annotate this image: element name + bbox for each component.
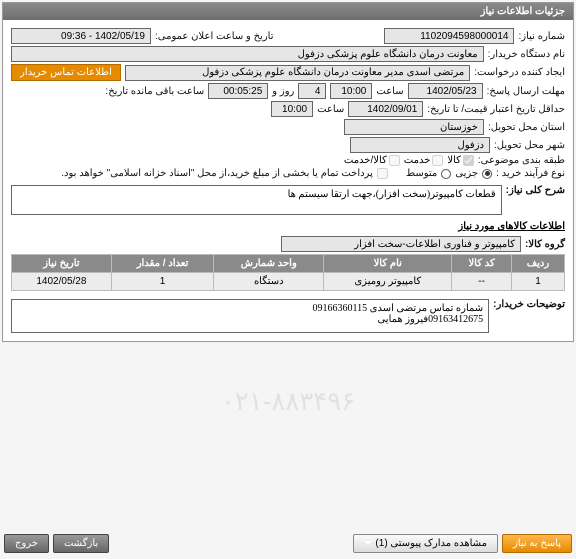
need-number-label: شماره نیاز: (518, 31, 565, 42)
checkbox-kala[interactable]: کالا (447, 155, 474, 166)
deadline-date-value: 1402/05/23 (408, 83, 483, 99)
back-button[interactable]: بازگشت (53, 534, 109, 553)
days-value: 4 (298, 83, 326, 99)
th-row: ردیف (511, 255, 564, 273)
requester-label: ایجاد کننده درخواست: (474, 67, 565, 78)
td-qty: 1 (111, 273, 214, 291)
details-panel: جزئیات اطلاعات نیاز شماره نیاز: 11020945… (2, 2, 574, 342)
td-name: کامپیوتر رومیزی (324, 273, 452, 291)
desc-text (11, 185, 502, 215)
goods-group-value: کامپیوتر و فناوری اطلاعات-سخت افزار (281, 236, 521, 252)
province-value: خوزستان (344, 119, 484, 135)
th-date: تاریخ نیاز (12, 255, 112, 273)
buyer-note-text (11, 299, 489, 333)
th-name: نام کالا (324, 255, 452, 273)
radio-medium[interactable] (441, 169, 451, 179)
goods-table: ردیف کد کالا نام کالا واحد شمارش تعداد /… (11, 254, 565, 291)
respond-button[interactable]: پاسخ به نیاز (502, 534, 572, 553)
announce-label: تاریخ و ساعت اعلان عمومی: (155, 31, 274, 42)
th-qty: تعداد / مقدار (111, 255, 214, 273)
time-label-2: ساعت (317, 104, 344, 115)
th-unit: واحد شمارش (214, 255, 324, 273)
validity-time-value: 10:00 (271, 101, 313, 117)
chevron-down-icon (364, 541, 372, 545)
td-code: -- (452, 273, 512, 291)
checkbox-kalakhadmat[interactable]: کالا/خدمت (344, 155, 400, 166)
buyer-org-value: معاونت درمان دانشگاه علوم پزشکی دزفول (11, 46, 484, 62)
radio-partial[interactable] (482, 169, 492, 179)
deadline-time-value: 10:00 (330, 83, 372, 99)
goods-group-label: گروه کالا: (525, 239, 565, 250)
panel-title: جزئیات اطلاعات نیاز (3, 3, 573, 20)
time-label-1: ساعت (376, 86, 403, 97)
validity-date-value: 1402/09/01 (348, 101, 423, 117)
deadline-label: مهلت ارسال پاسخ: (487, 86, 565, 97)
buyer-contact-button[interactable]: اطلاعات تماس خریدار (11, 64, 121, 81)
attachments-button[interactable]: مشاهده مدارک پیوستی (1) (353, 534, 498, 553)
payment-note: پرداخت تمام یا بخشی از مبلغ خرید،از محل … (61, 168, 373, 179)
process-label: نوع فرآیند خرید : (496, 168, 565, 179)
radio-partial-label: جزیی (455, 168, 478, 179)
requester-value: مرتضی اسدی مدیر معاونت درمان دانشگاه علو… (125, 65, 470, 81)
days-label: روز و (272, 86, 294, 97)
province-label: استان محل تحویل: (488, 122, 565, 133)
radio-medium-label: متوسط (406, 168, 437, 179)
buyer-org-label: نام دستگاه خریدار: (488, 49, 565, 60)
checkbox-payment-note[interactable] (377, 168, 388, 179)
remaining-value: 00:05:25 (208, 83, 268, 99)
td-unit: دستگاه (214, 273, 324, 291)
exit-button[interactable]: خروج (4, 534, 49, 553)
desc-label: شرح کلی نیاز: (506, 185, 565, 196)
category-label: طبقه بندی موضوعی: (478, 155, 565, 166)
watermark: ۰۲۱-۸۸۳۴۹۶ (221, 386, 355, 417)
table-row: 1 -- کامپیوتر رومیزی دستگاه 1 1402/05/28 (12, 273, 565, 291)
city-value: دزفول (350, 137, 490, 153)
announce-value: 1402/05/19 - 09:36 (11, 28, 151, 44)
td-row: 1 (511, 273, 564, 291)
footer-bar: پاسخ به نیاز مشاهده مدارک پیوستی (1) باز… (4, 534, 572, 553)
goods-section-title: اطلاعات کالاهای مورد نیاز (11, 221, 565, 232)
th-code: کد کالا (452, 255, 512, 273)
validity-label: حداقل تاریخ اعتبار قیمت/ تا تاریخ: (427, 104, 565, 115)
city-label: شهر محل تحویل: (494, 140, 565, 151)
remaining-label: ساعت باقی مانده تاریخ: (105, 86, 204, 97)
buyer-note-label: توضیحات خریدار: (493, 299, 565, 310)
td-date: 1402/05/28 (12, 273, 112, 291)
need-number-value: 1102094598000014 (384, 28, 514, 44)
checkbox-khadamat[interactable]: خدمت (404, 155, 444, 166)
